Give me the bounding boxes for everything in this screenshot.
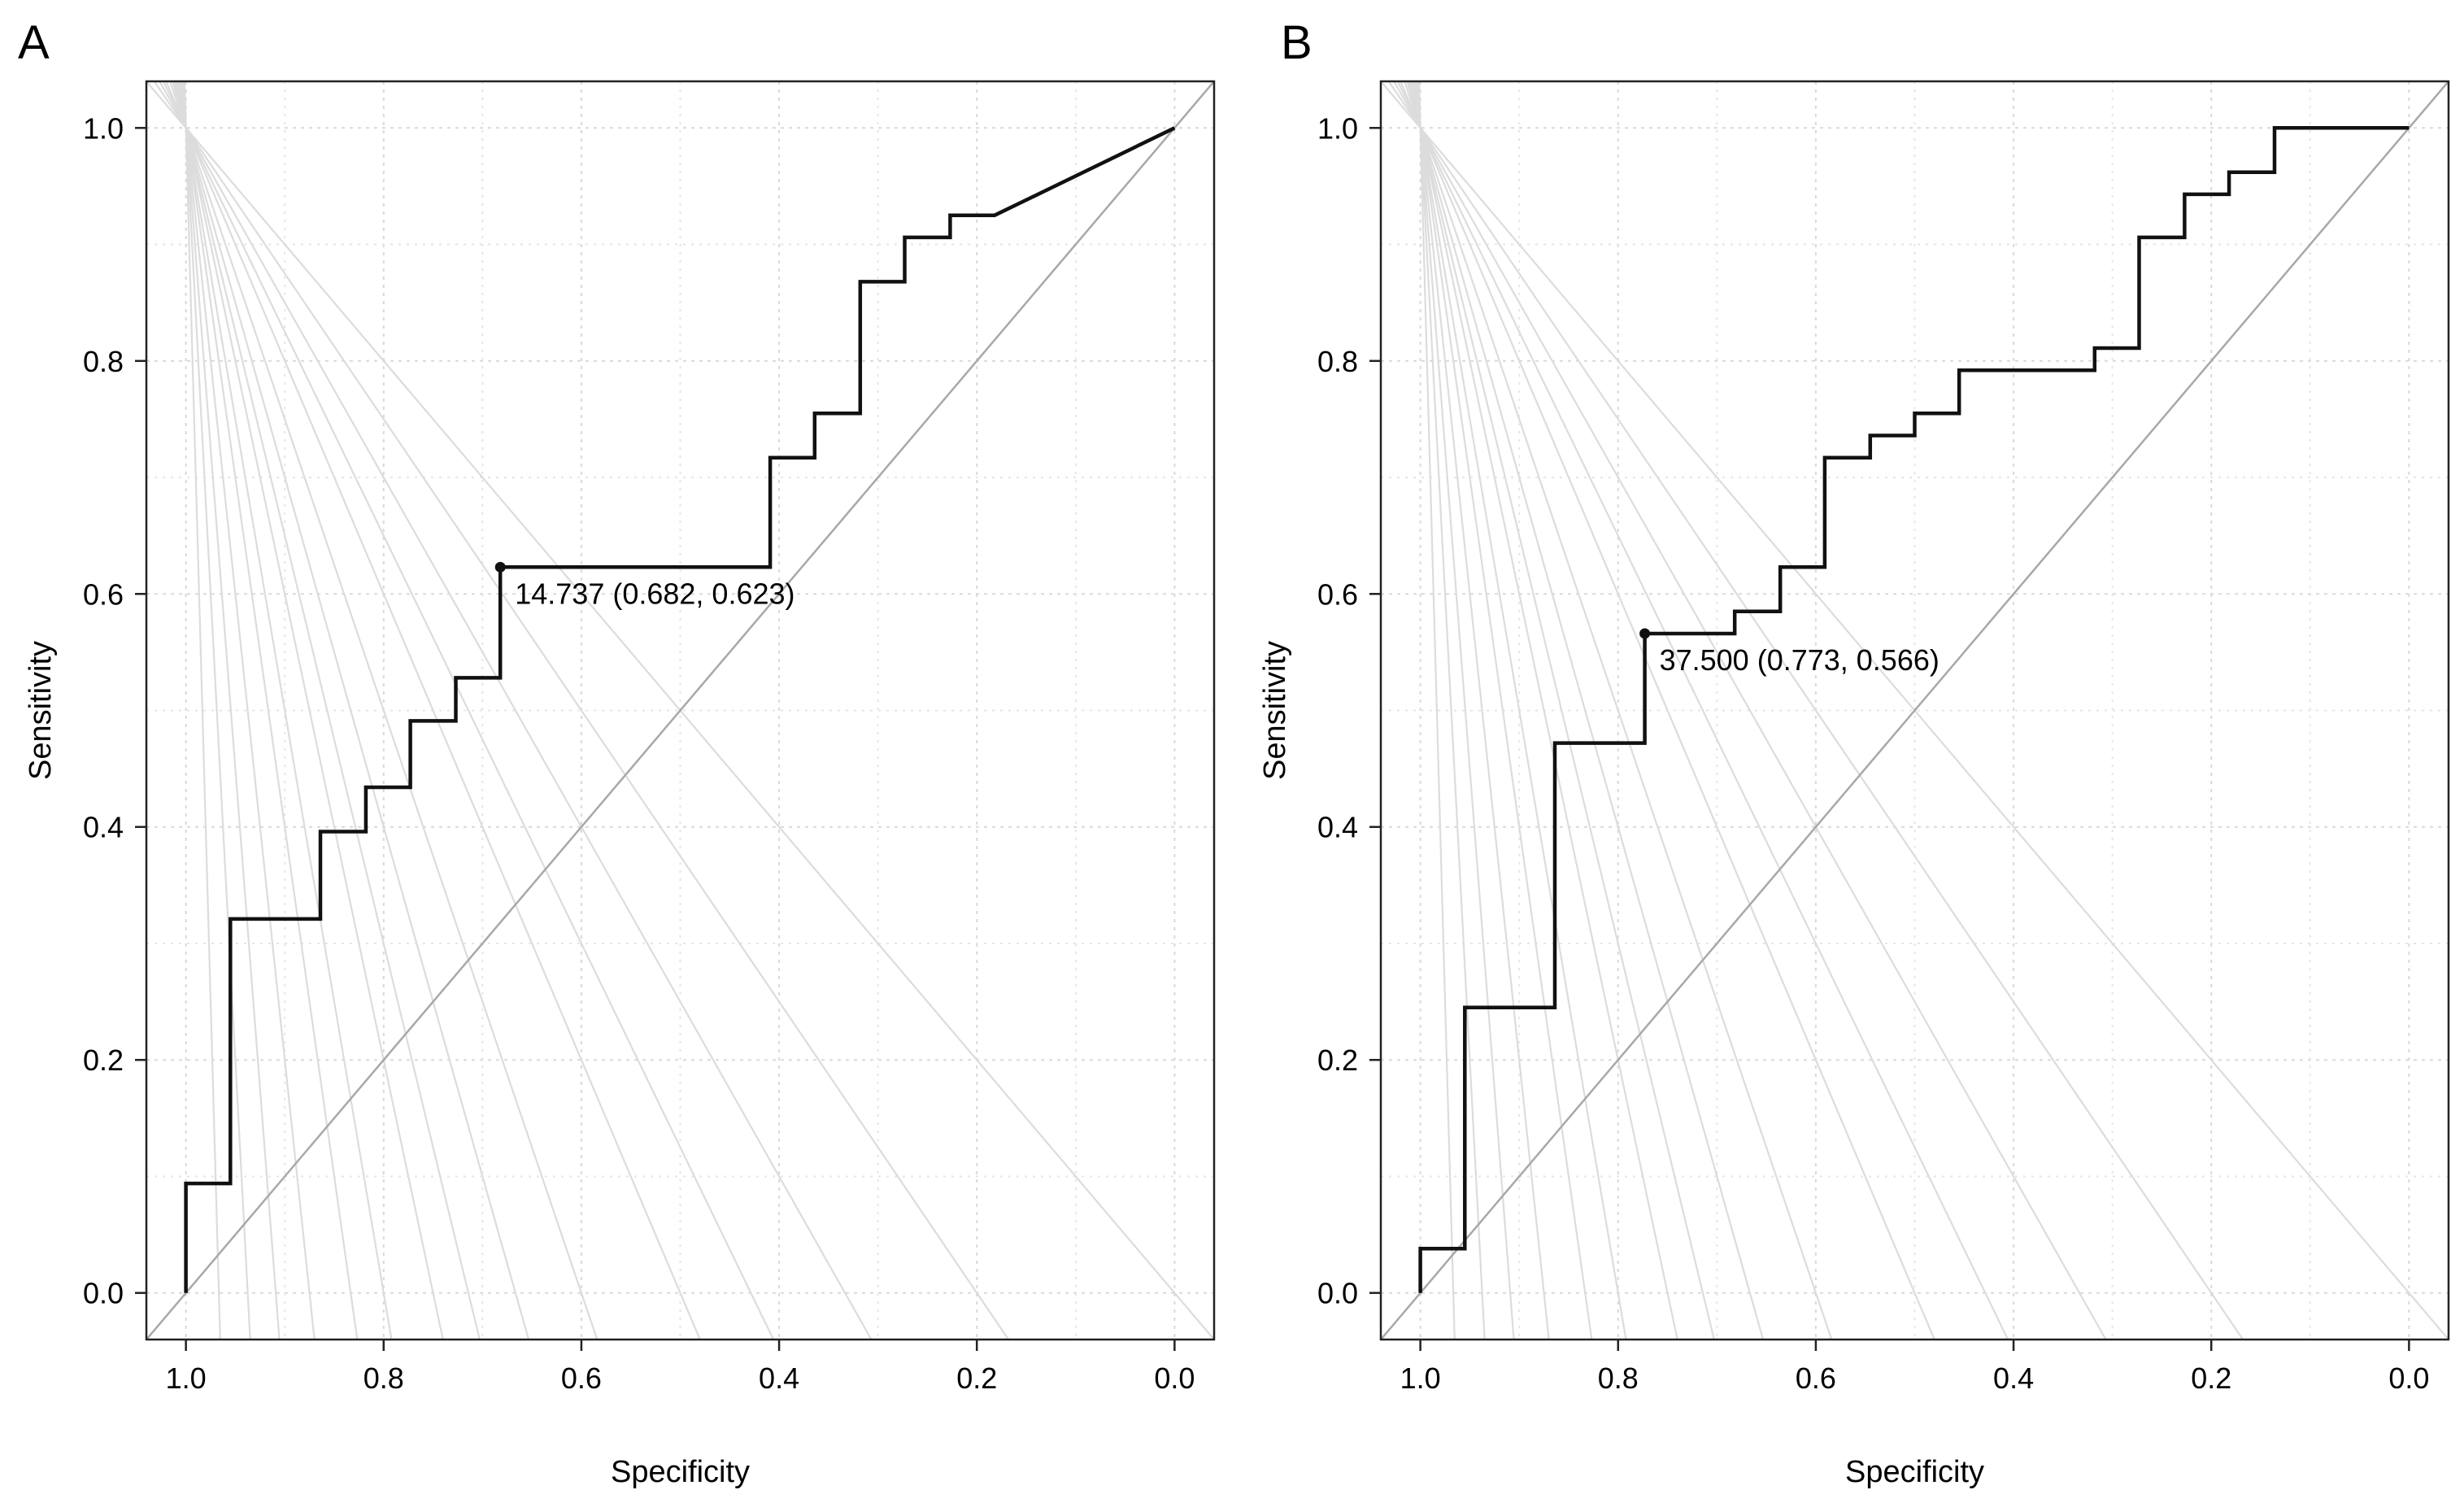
iso-guide-line bbox=[1396, 81, 2009, 1340]
x-tick-label: 0.4 bbox=[1993, 1361, 2034, 1395]
y-tick-label: 0.8 bbox=[1317, 345, 1358, 378]
x-tick-label: 0.4 bbox=[759, 1361, 799, 1395]
iso-guide-line bbox=[180, 81, 316, 1340]
iso-guide-line bbox=[183, 81, 221, 1340]
y-axis-label: Sensitivity bbox=[24, 641, 58, 780]
x-tick-label: 0.2 bbox=[2191, 1361, 2231, 1395]
chance-diagonal bbox=[1381, 81, 2449, 1340]
iso-guide-line bbox=[158, 81, 873, 1340]
x-tick-label: 1.0 bbox=[1400, 1361, 1441, 1395]
x-tick-label: 0.0 bbox=[2388, 1361, 2429, 1395]
y-tick-label: 0.2 bbox=[1317, 1043, 1358, 1077]
y-tick-label: 0.0 bbox=[1317, 1277, 1358, 1310]
iso-guide-line bbox=[1413, 81, 1593, 1340]
best-threshold-point bbox=[1639, 628, 1651, 639]
iso-guide-line bbox=[169, 81, 599, 1340]
roc-panel-b: 37.500 (0.773, 0.566) 1.0 0.8 0.6 0.4 0.2 0.0 0… bbox=[1258, 16, 2450, 1489]
plot-border bbox=[145, 80, 1216, 1341]
iso-guide-line bbox=[165, 81, 701, 1340]
best-threshold-point bbox=[494, 561, 506, 573]
y-tick-label: 0.4 bbox=[83, 811, 124, 844]
panel-label: B bbox=[1281, 16, 1313, 69]
iso-guide-line bbox=[175, 81, 444, 1340]
iso-guide-line bbox=[1417, 81, 1486, 1340]
iso-guide-line bbox=[1387, 81, 2244, 1340]
best-threshold-label: 14.737 (0.682, 0.623) bbox=[515, 577, 794, 610]
y-tick-label: 1.0 bbox=[83, 111, 124, 145]
iso-guide-line bbox=[182, 81, 251, 1340]
x-tick-label: 0.0 bbox=[1154, 1361, 1195, 1395]
roc-panel-a: 14.737 (0.682, 0.623) 1.0 0.8 0.6 0.4 0.2 0.0 0… bbox=[18, 16, 1216, 1489]
x-tick-label: 0.8 bbox=[364, 1361, 404, 1395]
iso-guide-line bbox=[1408, 81, 1715, 1340]
iso-guide-line bbox=[173, 81, 481, 1340]
iso-guide-line bbox=[1411, 81, 1627, 1340]
iso-guide-line bbox=[178, 81, 359, 1340]
iso-guide-line bbox=[1392, 81, 2107, 1340]
x-tick-label: 0.6 bbox=[561, 1361, 602, 1395]
roc-curve bbox=[184, 126, 1176, 1293]
plot-border bbox=[1379, 80, 2450, 1341]
best-threshold-label: 37.500 (0.773, 0.566) bbox=[1660, 643, 1939, 677]
iso-guide-line bbox=[1404, 81, 1833, 1340]
x-tick-label: 0.2 bbox=[956, 1361, 997, 1395]
iso-guide-line bbox=[162, 81, 775, 1340]
y-tick-label: 0.6 bbox=[83, 577, 124, 611]
x-tick-label: 0.8 bbox=[1598, 1361, 1639, 1395]
chance-diagonal bbox=[146, 81, 1214, 1340]
x-tick-label: 0.6 bbox=[1796, 1361, 1836, 1395]
iso-guide-line bbox=[1417, 81, 1456, 1340]
iso-guide-line bbox=[172, 81, 530, 1340]
y-tick-label: 0.0 bbox=[83, 1277, 124, 1310]
y-axis-label: Sensitivity bbox=[1258, 641, 1292, 780]
y-tick-label: 0.4 bbox=[1317, 811, 1358, 844]
y-tick-label: 0.2 bbox=[83, 1043, 124, 1077]
iso-guide-line bbox=[1409, 81, 1678, 1340]
plot-area bbox=[146, 81, 1214, 1340]
iso-guide-line bbox=[181, 81, 281, 1340]
y-tick-label: 1.0 bbox=[1317, 111, 1358, 145]
iso-guide-line bbox=[1414, 81, 1550, 1340]
panel-label: A bbox=[18, 16, 50, 69]
iso-guide-line bbox=[1416, 81, 1515, 1340]
iso-guide-line bbox=[1400, 81, 1935, 1340]
x-axis-label: Specificity bbox=[611, 1455, 750, 1489]
iso-guide-line bbox=[1406, 81, 1765, 1340]
iso-guide-line bbox=[153, 81, 1010, 1340]
y-tick-label: 0.6 bbox=[1317, 577, 1358, 611]
iso-guide-line bbox=[176, 81, 393, 1340]
roc-curve bbox=[1418, 126, 2410, 1293]
y-tick-label: 0.8 bbox=[83, 345, 124, 378]
x-tick-label: 1.0 bbox=[166, 1361, 207, 1395]
plot-area bbox=[1381, 81, 2449, 1340]
x-axis-label: Specificity bbox=[1845, 1455, 1984, 1489]
